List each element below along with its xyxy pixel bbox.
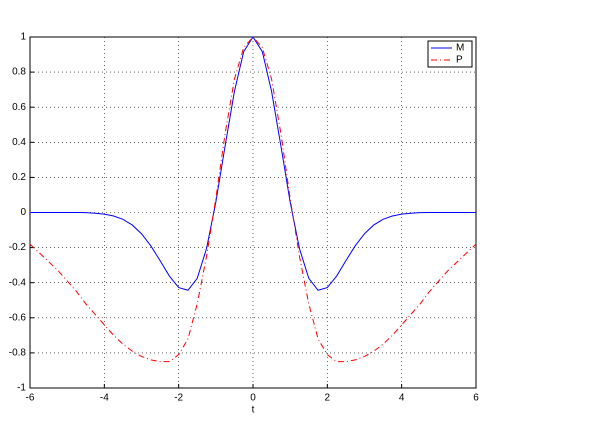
legend-box (427, 40, 473, 68)
legend-label: P (456, 55, 463, 66)
x-tick-label: 6 (473, 393, 479, 404)
y-tick-label: 0.2 (12, 172, 26, 183)
y-tick-label: 0.8 (12, 67, 26, 78)
x-tick-label: 0 (250, 393, 256, 404)
y-tick-label: 0.6 (12, 102, 26, 113)
line-series (29, 36, 477, 363)
y-tick-label: 0.4 (12, 137, 26, 148)
y-tick-label: 1 (20, 32, 26, 43)
y-tick-label: -0.6 (9, 312, 27, 323)
x-tick-label: 4 (399, 393, 405, 404)
y-tick-label: -1 (17, 383, 26, 394)
x-tick-label: -2 (174, 393, 183, 404)
y-tick-label: -0.4 (9, 277, 27, 288)
legend-label: M (456, 43, 464, 54)
x-tick-label: -4 (100, 393, 109, 404)
x-tick-label: -6 (26, 393, 35, 404)
y-tick-label: -0.8 (9, 348, 27, 359)
y-tick-label: -0.2 (9, 242, 27, 253)
x-axis-label: t (252, 405, 255, 416)
line-series (30, 36, 476, 291)
x-tick-label: 2 (325, 393, 331, 404)
y-tick-label: 0 (20, 207, 26, 218)
